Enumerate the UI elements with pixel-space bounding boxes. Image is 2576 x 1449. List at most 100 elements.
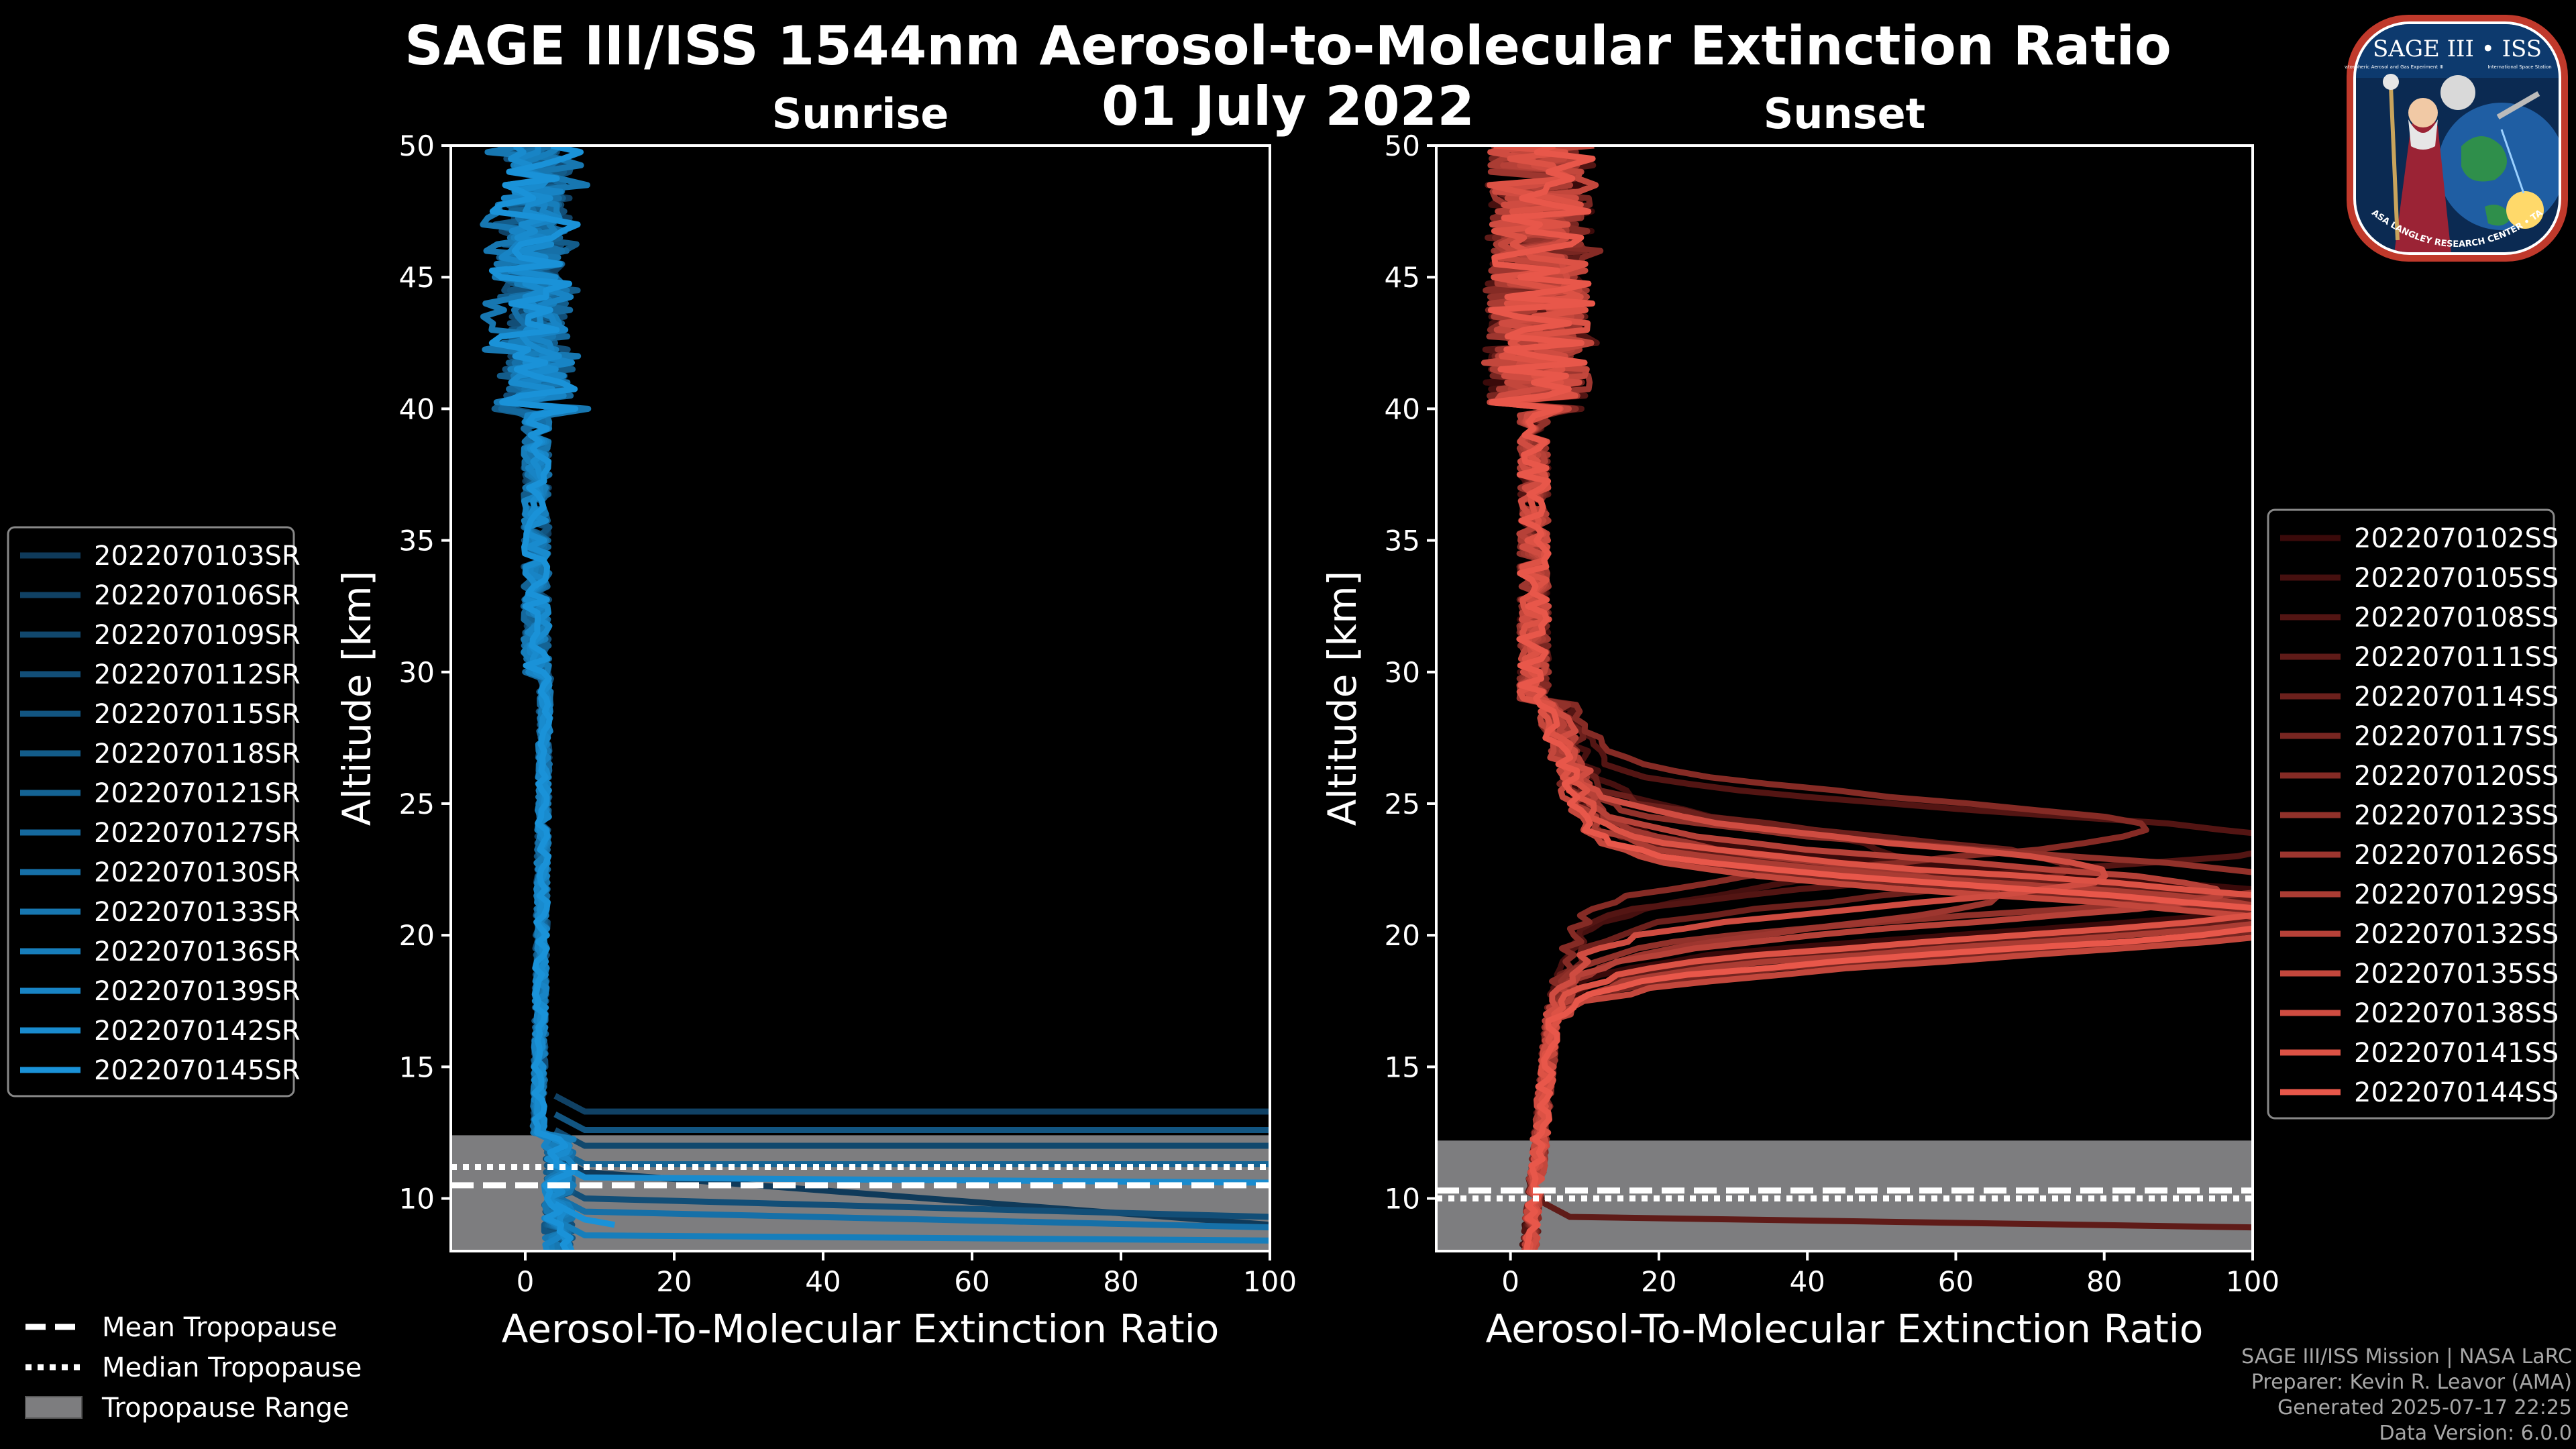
legend-label: 2022070120SS: [2354, 761, 2559, 792]
x-tick-label: 0: [1501, 1265, 1519, 1298]
logo-left-caption: Stratospheric Aerosol and Gas Experiment…: [2344, 64, 2444, 70]
sage-iss-logo: SAGE III • ISS Stratospheric Aerosol and…: [2344, 12, 2568, 262]
legend-label: 2022070130SR: [94, 857, 301, 888]
series-line-2022070142SR: [508, 146, 575, 1251]
panel-title: Sunset: [1764, 89, 1926, 138]
legend-swatch-patch: [25, 1396, 83, 1419]
y-tick-label: 40: [399, 392, 435, 425]
y-tick-label: 15: [1385, 1051, 1420, 1083]
legend-label: 2022070108SS: [2354, 602, 2559, 633]
footer-line: Generated 2025-07-17 22:25: [2277, 1396, 2572, 1419]
series-line-2022070144SS: [1487, 146, 2253, 1251]
x-tick-label: 80: [2086, 1265, 2122, 1298]
legend-label: 2022070103SR: [94, 541, 301, 572]
figure-subtitle: 01 July 2022: [1102, 75, 1474, 138]
legend-label: 2022070111SS: [2354, 642, 2559, 673]
x-tick-label: 60: [954, 1265, 989, 1298]
y-tick-label: 10: [399, 1183, 435, 1216]
legend-label: 2022070127SR: [94, 818, 301, 849]
legend-label: 2022070129SS: [2354, 879, 2559, 910]
x-tick-label: 20: [656, 1265, 692, 1298]
legend-label: 2022070117SS: [2354, 721, 2559, 752]
legend-label: 2022070133SR: [94, 897, 301, 928]
y-tick-label: 10: [1385, 1183, 1420, 1216]
legend-box: [2267, 508, 2555, 1120]
legend-label: Median Tropopause: [102, 1352, 362, 1383]
y-tick-label: 30: [399, 656, 435, 689]
panel-title: Sunrise: [772, 89, 949, 138]
x-tick-label: 80: [1103, 1265, 1138, 1298]
legend-label: 2022070126SS: [2354, 840, 2559, 871]
legend-label: 2022070136SR: [94, 936, 301, 967]
y-tick-label: 45: [399, 261, 435, 294]
sunrise-legend: 2022070103SR 2022070106SR 2022070109SR 2022…: [7, 526, 301, 1097]
plot-area: [451, 146, 1270, 1251]
series-spike-2022070136SR: [553, 1216, 1270, 1244]
legend-label: 2022070115SR: [94, 699, 301, 730]
y-axis-label: Altitude [km]: [334, 571, 380, 826]
y-tick-label: 20: [399, 919, 435, 952]
legend-label: 2022070123SS: [2354, 800, 2559, 831]
logo-sun-icon: [2506, 191, 2544, 229]
footer-line: Preparer: Kevin R. Leavor (AMA): [2251, 1371, 2572, 1394]
x-tick-label: 0: [517, 1265, 535, 1298]
legend-label: 2022070138SS: [2354, 998, 2559, 1029]
y-tick-label: 50: [399, 129, 435, 162]
x-tick-label: 100: [2226, 1265, 2279, 1298]
x-tick-label: 40: [1789, 1265, 1825, 1298]
legend-label: 2022070109SR: [94, 620, 301, 651]
legend-label: 2022070139SR: [94, 976, 301, 1007]
x-tick-label: 20: [1641, 1265, 1676, 1298]
legend-label: 2022070142SR: [94, 1016, 301, 1046]
y-tick-label: 25: [399, 788, 435, 820]
footer-credits: SAGE III/ISS Mission | NASA LaRC Prepare…: [2241, 1344, 2572, 1446]
y-tick-label: 20: [1385, 919, 1420, 952]
x-axis-label: Aerosol-To-Molecular Extinction Ratio: [1486, 1306, 2204, 1352]
logo-title: SAGE III • ISS: [2373, 36, 2542, 62]
series-line-2022070145SR: [488, 146, 584, 1251]
legend-label: 2022070102SS: [2354, 523, 2559, 554]
series-line-2022070141SS: [1487, 146, 2253, 1251]
legend-label: 2022070132SS: [2354, 919, 2559, 950]
sunset-legend: 2022070102SS 2022070105SS 2022070108SS 2022…: [2267, 508, 2559, 1120]
x-axis-label: Aerosol-To-Molecular Extinction Ratio: [502, 1306, 1220, 1352]
x-tick-label: 60: [1938, 1265, 1974, 1298]
logo-figure-icon: [2394, 113, 2451, 252]
legend-label: 2022070106SR: [94, 580, 301, 611]
logo-right-caption: International Space Station: [2487, 64, 2551, 70]
logo-moon-icon: [2440, 75, 2475, 110]
y-tick-label: 30: [1385, 656, 1420, 689]
legend-label: Tropopause Range: [101, 1393, 350, 1424]
legend-label: 2022070112SR: [94, 659, 301, 690]
y-tick-label: 45: [1385, 261, 1420, 294]
series-lines: [480, 146, 1270, 1251]
y-axis-label: Altitude [km]: [1320, 571, 1365, 826]
figure-title: SAGE III/ISS 1544nm Aerosol-to-Molecular…: [405, 15, 2171, 77]
x-tick-label: 40: [805, 1265, 841, 1298]
x-tick-label: 100: [1243, 1265, 1297, 1298]
series-spike-2022070111SS: [1538, 1198, 2253, 1231]
legend-label: 2022070145SR: [94, 1055, 301, 1086]
sunrise-panel: 0 20 40 60 80 100 10 15 20 25 30 35 40 45 50 Aerosol-To…: [334, 89, 1297, 1352]
sunset-panel: 0 20 40 60 80 100 10 15 20 25 30 35 40 45 50 Aerosol-To…: [1320, 89, 2279, 1352]
y-tick-label: 25: [1385, 788, 1420, 820]
y-tick-label: 35: [1385, 525, 1420, 557]
tropopause-legend: Mean Tropopause Median Tropopause Tropopau…: [25, 1312, 362, 1424]
legend-label: 2022070114SS: [2354, 682, 2559, 712]
y-tick-label: 15: [399, 1051, 435, 1083]
legend-box: [7, 526, 295, 1097]
legend-label: 2022070118SR: [94, 739, 301, 769]
legend-label: 2022070121SR: [94, 778, 301, 809]
series-spike-2022070106SR: [553, 1093, 1270, 1115]
series-lines: [1481, 146, 2253, 1251]
series-spike-2022070115SR: [553, 1111, 1270, 1133]
legend-label: 2022070105SS: [2354, 563, 2559, 594]
y-tick-label: 40: [1385, 392, 1420, 425]
legend-label: 2022070135SS: [2354, 959, 2559, 989]
axes-frame: [449, 144, 1271, 1252]
legend-label: Mean Tropopause: [102, 1312, 337, 1343]
legend-label: 2022070144SS: [2354, 1077, 2559, 1108]
y-tick-label: 35: [399, 525, 435, 557]
footer-line: SAGE III/ISS Mission | NASA LaRC: [2241, 1345, 2572, 1368]
